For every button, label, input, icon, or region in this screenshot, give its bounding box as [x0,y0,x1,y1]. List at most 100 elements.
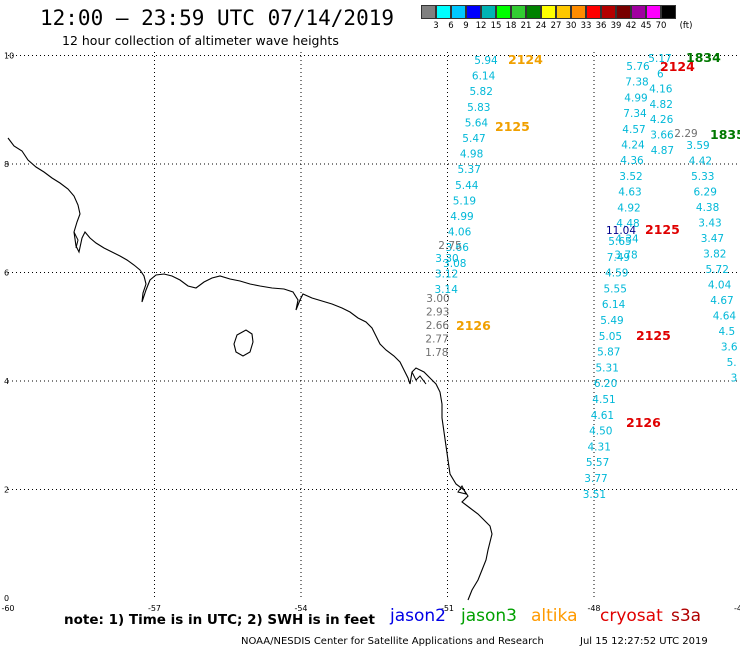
wave-height-value: 6.29 [694,187,717,199]
colorbar-swatch [436,5,451,19]
wave-height-value: 3.66 [650,130,674,142]
colorbar-label: 36 [595,21,607,31]
wave-height-value: 3.52 [619,171,642,183]
colorbar-swatch [586,5,601,19]
wave-height-value: 4.92 [617,202,640,214]
wave-height-value: 5.33 [691,171,714,183]
track-time-label: 2124 [660,59,695,74]
colorbar-swatch [556,5,571,19]
wave-height-value: 7.38 [625,77,648,89]
y-tick-label: 2 [4,486,9,495]
colorbar-label: 12 [475,21,487,31]
y-tick-label: 10 [4,52,14,61]
chart-subtitle: 12 hour collection of altimeter wave hei… [62,33,339,48]
wave-height-value: 4.87 [651,145,674,157]
chart-title: 12:00 – 23:59 UTC 07/14/2019 [40,6,395,30]
x-tick-label: -54 [294,604,307,613]
credit-text: NOAA/NESDIS Center for Satellite Applica… [241,636,544,647]
wave-height-value: 6.14 [602,299,626,311]
wave-height-value: 5.94 [474,55,498,67]
wave-height-value: 3.51 [583,489,606,501]
credit-timestamp: Jul 15 12:27:52 UTC 2019 [580,636,708,647]
wave-height-value: 3.30 [435,253,458,265]
colorbar-unit: (ft) [679,21,693,31]
wave-height-value: 4.42 [689,156,712,168]
wave-height-value: 5.83 [467,102,490,114]
wave-height-value: 4.50 [589,426,612,438]
wave-height-value: 3.00 [426,293,449,305]
track-time-label: 2126 [456,318,491,333]
colorbar-label: 9 [463,21,469,31]
y-tick-label: 0 [4,594,9,603]
colorbar-label: 24 [535,21,547,31]
x-tick-label: -48 [587,604,600,613]
wave-height-value: 6 [657,68,664,80]
wave-height-value: 7.49 [607,252,630,264]
wave-height-value: 4.16 [649,84,673,96]
colorbar-swatch [451,5,466,19]
wave-height-value: 5.82 [470,86,493,98]
wave-height-value: 4.67 [710,295,733,307]
wave-height-value: 5.47 [462,133,485,145]
grid-lines [8,52,740,598]
wave-height-value: 5.64 [465,117,489,129]
wave-height-value: 1.78 [425,347,448,359]
colorbar-label: 33 [580,21,592,31]
wave-height-value: 4.36 [620,155,644,167]
colorbar-label: 21 [520,21,532,31]
wave-height-value: 3.08 [443,258,466,270]
wave-height-value: 3.43 [698,218,721,230]
wave-height-value: 4.24 [621,140,645,152]
colorbar-swatch [601,5,616,19]
x-tick-label: -57 [148,604,161,613]
wave-height-value: 4.51 [592,394,615,406]
track-time-label: 1835 [710,127,740,142]
colorbar-label: 3 [433,21,439,31]
colorbar-labels: 3 6 9 12 15 18 21 24 27 30 33 36 39 42 45 70 (ft) [421,21,740,33]
colorbar-swatch [421,5,436,19]
x-tick-label: -51 [441,604,454,613]
wave-height-value: 2.93 [426,307,449,319]
colorbar-label: 27 [550,21,562,31]
y-tick-label: 6 [4,269,9,278]
track-time-label: 2125 [636,328,671,343]
island-outline [233,329,254,357]
wave-height-value: 5.87 [597,347,620,359]
wave-height-value: 5.31 [596,362,619,374]
wave-height-value: 4.26 [650,114,674,126]
colorbar-label: 30 [565,21,577,31]
wave-height-value: 4.38 [696,202,719,214]
wave-height-tracks: 5.94 6.14 5.82 5.83 5.64 5.47 4.98 5.37 5.44 5.19… [425,53,738,501]
wave-height-value: 3.59 [686,140,709,152]
wave-height-value: 7.34 [623,108,647,120]
track-time-label: 2126 [626,415,661,430]
wave-height-value: 4.59 [605,268,628,280]
wave-height-value: 3.47 [701,233,724,245]
wave-height-value: 5. [727,357,737,369]
wave-height-value: 2.66 [426,320,450,332]
axis-tick-labels: -60 -57 -54 -51 -48 -45 0 2 4 6 8 10 [1,52,740,614]
colorbar-swatch [646,5,661,19]
track-time-labels: 2124 2125 2126 2124 2125 2125 2126 1834 1835 [456,50,740,430]
wave-height-value: 3.78 [614,249,637,261]
wave-height-value: 4.99 [450,211,473,223]
track-time-label: 1834 [686,50,721,65]
satellite-label-jason2: jason2 [390,606,446,626]
wave-height-value: 2.77 [425,334,448,346]
wave-height-value: 5.57 [586,457,609,469]
y-tick-label: 8 [4,160,9,169]
wave-height-value: 4.82 [650,99,673,111]
wave-height-value: 5.76 [626,61,650,73]
wave-height-value: 4.99 [624,92,647,104]
colorbar-swatch [661,5,676,19]
wave-height-value: 5.05 [599,331,622,343]
wave-height-value: 3.6 [721,342,738,354]
wave-height-value: 5.55 [604,283,627,295]
colorbar-label: 15 [490,21,502,31]
satellite-label-altika: altika [531,606,578,626]
wave-height-value: 5.72 [706,264,729,276]
track-time-label: 2125 [495,119,530,134]
wave-height-value: 5.17 [648,53,671,65]
track-time-label: 2125 [645,222,680,237]
